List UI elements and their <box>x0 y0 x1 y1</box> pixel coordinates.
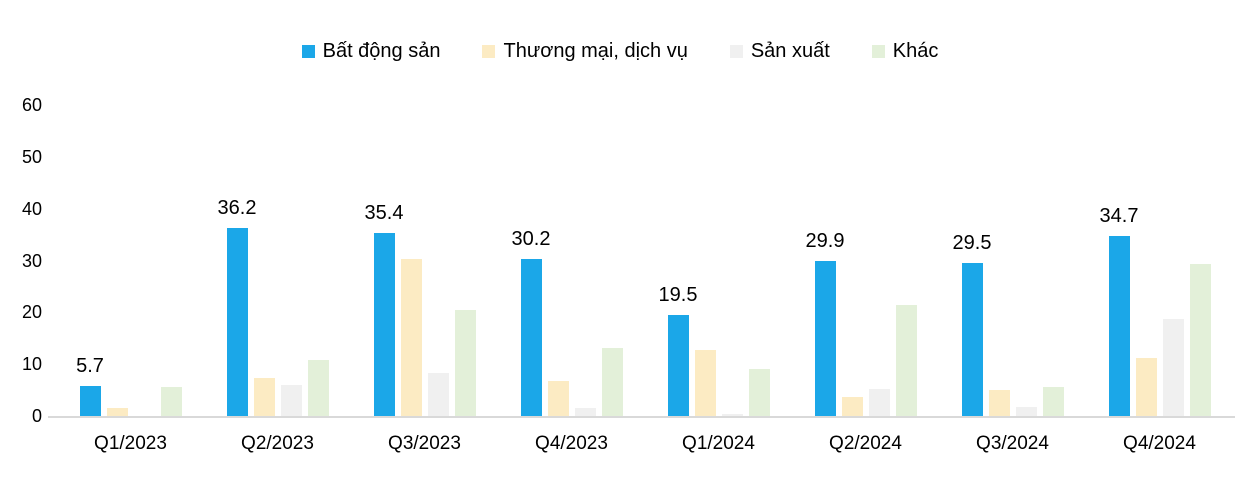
bar-kh-c <box>895 305 917 416</box>
data-label: 34.7 <box>1099 205 1139 228</box>
y-tick-label: 20 <box>21 302 42 323</box>
bar-group-Q3-2023: 35.4 <box>365 105 476 416</box>
bar-s-n-xu-t <box>721 414 743 416</box>
bar-th-ng-m-i-d-ch-v- <box>988 390 1010 416</box>
legend-swatch-icon <box>729 44 743 58</box>
bar-kh-c <box>601 348 623 416</box>
bar-group-Q2-2024: 29.9 <box>806 105 917 416</box>
x-tick-label: Q3/2023 <box>388 433 461 454</box>
bar-b-t-ng-s-n <box>373 233 395 416</box>
x-tick-label: Q4/2024 <box>1123 433 1196 454</box>
bar-group-Q2-2023: 36.2 <box>218 105 329 416</box>
x-tick-label: Q3/2024 <box>976 433 1049 454</box>
data-label: 5.7 <box>76 355 104 378</box>
legend-label: Thương mại, dịch vụ <box>503 40 688 62</box>
x-tick-label: Q4/2023 <box>535 433 608 454</box>
bar-group-Q4-2024: 34.7 <box>1100 105 1211 416</box>
y-tick-label: 60 <box>21 95 42 115</box>
bar-b-t-ng-s-n <box>667 315 689 416</box>
bar-kh-c <box>748 369 770 416</box>
data-label: 30.2 <box>511 228 551 251</box>
legend-item-3: Khác <box>871 38 939 64</box>
bar-kh-c <box>160 387 182 416</box>
bar-kh-c <box>454 310 476 416</box>
legend-label: Bất động sản <box>322 40 441 62</box>
bar-kh-c <box>307 360 329 416</box>
x-tick-label: Q1/2024 <box>682 433 755 454</box>
data-label: 36.2 <box>217 197 257 220</box>
x-tick-label: Q1/2023 <box>94 433 167 454</box>
y-tick-label: 50 <box>21 146 42 167</box>
bar-s-n-xu-t <box>1015 407 1037 416</box>
data-label: 29.9 <box>805 230 845 253</box>
legend-label: Sản xuất <box>750 40 830 62</box>
bar-th-ng-m-i-d-ch-v- <box>106 408 128 416</box>
bar-th-ng-m-i-d-ch-v- <box>253 378 275 416</box>
bar-b-t-ng-s-n <box>814 261 836 416</box>
legend-label: Khác <box>892 40 939 62</box>
bar-s-n-xu-t <box>1162 319 1184 416</box>
plot-area: 5.7 36.2 35.4 30.2 19.5 29.9 29.5 34.7 <box>57 105 1233 416</box>
legend-swatch-icon <box>482 44 496 58</box>
legend-swatch-icon <box>301 44 315 58</box>
bar-kh-c <box>1189 264 1211 416</box>
data-label: 29.5 <box>952 232 992 255</box>
legend-swatch-icon <box>871 44 885 58</box>
bar-th-ng-m-i-d-ch-v- <box>400 259 422 416</box>
bar-group-Q1-2023: 5.7 <box>76 105 182 416</box>
bar-th-ng-m-i-d-ch-v- <box>1135 358 1157 416</box>
x-axis-line <box>48 416 1235 418</box>
bar-th-ng-m-i-d-ch-v- <box>694 350 716 416</box>
bar-s-n-xu-t <box>427 373 449 416</box>
bar-b-t-ng-s-n <box>226 228 248 416</box>
bar-s-n-xu-t <box>868 389 890 416</box>
bar-group-Q1-2024: 19.5 <box>659 105 770 416</box>
bar-s-n-xu-t <box>574 408 596 416</box>
data-label: 35.4 <box>364 201 404 224</box>
bar-group-Q4-2023: 30.2 <box>512 105 623 416</box>
x-tick-label: Q2/2023 <box>241 433 314 454</box>
y-tick-label: 0 <box>31 406 42 426</box>
bar-group-Q3-2024: 29.5 <box>953 105 1064 416</box>
y-tick-label: 30 <box>21 250 42 271</box>
legend-item-2: Sản xuất <box>729 38 830 64</box>
x-tick-label: Q2/2024 <box>829 433 902 454</box>
bar-b-t-ng-s-n <box>79 386 101 416</box>
bar-kh-c <box>1042 387 1064 416</box>
legend: Bất động sản Thương mại, dịch vụ Sản xuất K… <box>0 38 1240 64</box>
legend-item-1: Thương mại, dịch vụ <box>482 38 688 64</box>
data-label: 19.5 <box>658 283 698 306</box>
legend-item-0: Bất động sản <box>301 38 441 64</box>
bar-b-t-ng-s-n <box>1108 236 1130 416</box>
y-tick-label: 40 <box>21 198 42 219</box>
y-tick-label: 10 <box>21 354 42 375</box>
bar-s-n-xu-t <box>280 385 302 416</box>
bar-b-t-ng-s-n <box>520 259 542 416</box>
bar-b-t-ng-s-n <box>961 263 983 416</box>
bar-th-ng-m-i-d-ch-v- <box>841 397 863 416</box>
bar-th-ng-m-i-d-ch-v- <box>547 381 569 416</box>
